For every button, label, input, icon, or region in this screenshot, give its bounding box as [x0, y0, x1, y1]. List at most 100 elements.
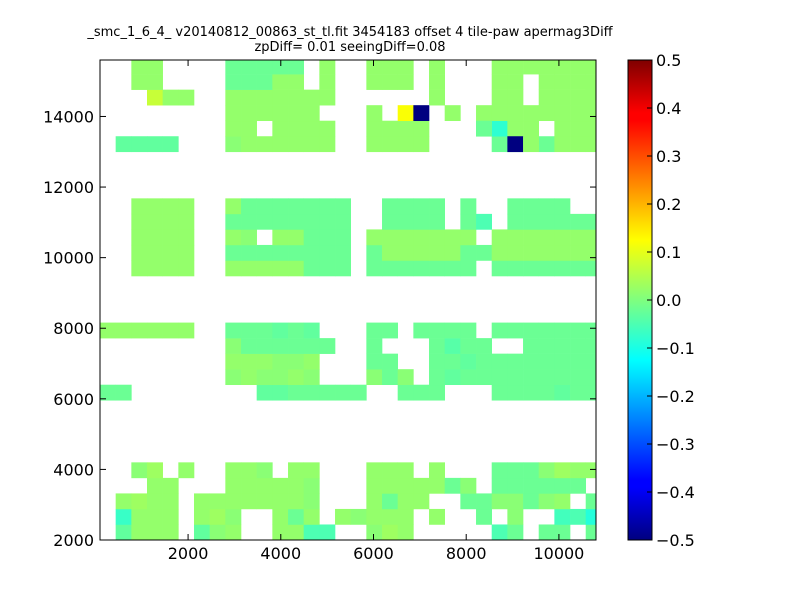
- heatmap-cell: [382, 524, 398, 541]
- heatmap-cell: [429, 198, 445, 215]
- heatmap-cell: [507, 229, 524, 246]
- heatmap-cell: [131, 136, 148, 153]
- heatmap-cell: [147, 322, 163, 339]
- heatmap-cell: [538, 260, 555, 277]
- heatmap-cell: [444, 229, 461, 246]
- heatmap-cell: [538, 462, 555, 479]
- heatmap-cell: [476, 213, 492, 230]
- heatmap-cell: [272, 338, 289, 354]
- heatmap-cell: [335, 213, 351, 230]
- heatmap-cell: [444, 353, 461, 370]
- colorbar-tick-label: −0.1: [656, 339, 695, 358]
- heatmap-cell: [554, 493, 571, 510]
- heatmap-cell: [147, 493, 163, 510]
- heatmap-cell: [272, 74, 289, 90]
- heatmap-cell: [288, 120, 304, 137]
- heatmap-cell: [585, 89, 597, 106]
- heatmap-cell: [429, 384, 445, 401]
- heatmap-cell: [272, 229, 289, 246]
- heatmap-cell: [303, 105, 320, 122]
- heatmap-cell: [225, 524, 242, 541]
- heatmap-cell: [241, 105, 257, 122]
- heatmap-cell: [538, 74, 555, 90]
- heatmap-cell: [397, 136, 414, 153]
- heatmap-cell: [429, 213, 445, 230]
- heatmap-cell: [554, 338, 571, 354]
- heatmap-cell: [570, 462, 587, 479]
- heatmap-cell: [538, 244, 555, 261]
- heatmap-cell: [523, 260, 540, 277]
- heatmap-cell: [256, 493, 273, 510]
- y-tick-label: 2000: [53, 531, 94, 550]
- heatmap-cell: [585, 508, 597, 525]
- heatmap-cell: [397, 493, 414, 510]
- x-axis: 2000 4000 6000 8000 10000: [168, 60, 584, 563]
- heatmap-cell: [272, 369, 289, 386]
- heatmap-cell: [335, 384, 351, 401]
- heatmap-cell: [303, 462, 320, 479]
- heatmap-cell: [585, 260, 597, 277]
- heatmap-cell: [538, 136, 555, 153]
- heatmap-cell: [303, 198, 320, 215]
- heatmap-cell: [585, 462, 597, 479]
- heatmap-cell: [241, 229, 257, 246]
- heatmap-cell: [162, 244, 179, 261]
- heatmap-cell: [225, 369, 242, 386]
- heatmap-cell: [570, 213, 587, 230]
- heatmap-cell: [570, 105, 587, 122]
- colorbar-tick-label: 0.2: [656, 195, 681, 214]
- heatmap-cell: [523, 462, 540, 479]
- heatmap-cell: [225, 508, 242, 525]
- heatmap-cell: [303, 477, 320, 494]
- heatmap-cell: [413, 493, 430, 510]
- heatmap-cell: [554, 105, 571, 122]
- heatmap-cell: [476, 369, 492, 386]
- heatmap-cell: [288, 477, 304, 494]
- heatmap-cell: [460, 244, 477, 261]
- heatmap-cell: [570, 260, 587, 277]
- heatmap-cell: [162, 136, 179, 153]
- heatmap-cell: [491, 136, 508, 153]
- heatmap-cell: [570, 338, 587, 354]
- heatmap-cell: [570, 369, 587, 386]
- heatmap-cell: [585, 229, 597, 246]
- heatmap-cell: [491, 369, 508, 386]
- heatmap-cell: [147, 136, 163, 153]
- heatmap-cell: [256, 477, 273, 494]
- heatmap-cell: [272, 105, 289, 122]
- heatmap-cell: [131, 60, 148, 75]
- heatmap-cell: [382, 260, 398, 277]
- heatmap-cell: [147, 524, 163, 541]
- heatmap-cell: [288, 60, 304, 75]
- heatmap-cell: [335, 260, 351, 277]
- heatmap-cell: [272, 60, 289, 75]
- colorbar-tick-label: −0.3: [656, 435, 695, 454]
- heatmap-cell: [585, 213, 597, 230]
- heatmap-cell: [288, 508, 304, 525]
- heatmap-cell: [538, 198, 555, 215]
- heatmap-cell: [538, 369, 555, 386]
- heatmap-cell: [162, 524, 179, 541]
- heatmap-cell: [162, 213, 179, 230]
- heatmap-cell: [288, 89, 304, 106]
- colorbar-ticks: 0.5 0.4 0.3 0.2 0.1 0.0 −0.1 −0.2 −0.3 −0.4 −0.5: [647, 51, 695, 550]
- heatmap-cell: [460, 477, 477, 494]
- x-tick-label: 2000: [168, 544, 209, 563]
- heatmap-cell: [491, 105, 508, 122]
- heatmap-cell: [491, 322, 508, 339]
- heatmap-cell: [225, 105, 242, 122]
- heatmap-cell: [256, 136, 273, 153]
- heatmap-cell: [429, 260, 445, 277]
- heatmap-cell: [554, 353, 571, 370]
- heatmap-cell: [570, 89, 587, 106]
- heatmap-cell: [319, 136, 336, 153]
- heatmap-cell: [397, 120, 414, 137]
- heatmap-cell: [413, 260, 430, 277]
- heatmap-cell: [523, 244, 540, 261]
- heatmap-cell: [225, 338, 242, 354]
- heatmap-cell: [366, 462, 383, 479]
- heatmap-cell: [256, 260, 273, 277]
- heatmap-cell: [319, 260, 336, 277]
- heatmap-cell: [507, 260, 524, 277]
